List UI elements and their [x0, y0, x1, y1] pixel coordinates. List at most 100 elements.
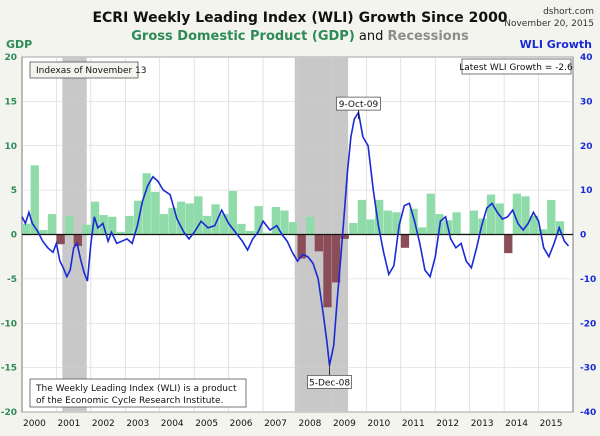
x-tick-7: 2007 [264, 419, 287, 429]
annotation-label-1: 5-Dec-08 [309, 378, 350, 388]
gdp-bar-34 [314, 234, 324, 252]
x-tick-9: 2009 [333, 419, 356, 429]
left-tick-0: 20 [4, 53, 17, 63]
index-note-box: Indexas of November 13 [29, 61, 147, 79]
x-tick-0: 2000 [23, 419, 46, 429]
gdp-bar-21 [202, 215, 212, 235]
gdp-bar-7 [82, 224, 91, 235]
left-tick-6: -10 [1, 319, 17, 329]
gdp-bar-22 [211, 204, 220, 235]
gdp-bar-60 [538, 229, 547, 235]
right-axis-label: WLI Growth [520, 38, 592, 51]
gdp-bar-53 [478, 218, 487, 235]
x-tick-13: 2013 [471, 419, 494, 429]
gdp-bar-40 [366, 219, 375, 235]
gdp-bar-54 [486, 194, 496, 235]
gdp-bar-17 [168, 207, 177, 235]
left-axis-label: GDP [6, 38, 32, 51]
chart-title: ECRI Weekly Leading Index (WLI) Growth S… [92, 10, 507, 26]
annotation-box-1 [307, 375, 352, 389]
gdp-bar-23 [220, 214, 229, 235]
x-tick-4: 2004 [161, 419, 184, 429]
gdp-bar-44 [400, 234, 410, 248]
gdp-bar-33 [306, 216, 315, 235]
x-tick-1: 2001 [57, 419, 80, 429]
x-tick-3: 2003 [126, 419, 149, 429]
gdp-bar-13 [133, 200, 143, 235]
x-tick-14: 2014 [505, 419, 528, 429]
gdp-bar-3 [47, 214, 57, 235]
subtitle-recessions: Recessions [388, 29, 469, 44]
gdp-bar-39 [357, 199, 367, 235]
gdp-bar-35 [323, 234, 332, 308]
left-tick-8: -20 [1, 408, 17, 418]
x-tick-10: 2010 [367, 419, 390, 429]
gdp-bar-59 [529, 215, 539, 235]
x-tick-5: 2005 [195, 419, 218, 429]
gdp-bar-31 [288, 222, 298, 235]
gdp-bar-1 [30, 165, 39, 235]
latest-wli-text: Latest WLI Growth = -2.6 [459, 63, 573, 73]
gdp-bar-24 [228, 191, 237, 235]
gdp-bar-5 [65, 215, 74, 235]
annotation-box-0 [336, 96, 381, 111]
gdp-bar-32 [297, 234, 306, 259]
gdp-bar-0 [22, 223, 31, 235]
x-tick-11: 2011 [402, 419, 425, 429]
gdp-bar-30 [280, 210, 289, 235]
right-tick-3: 10 [580, 186, 593, 196]
bottom-note-line2: of the Economic Cycle Research Institute… [36, 396, 223, 406]
subtitle-and: and [355, 29, 388, 44]
gdp-bar-28 [263, 232, 272, 235]
gdp-bar-15 [151, 191, 160, 235]
right-tick-labels: 40 30 20 10 0 -10 -20 -30 -40 [580, 53, 596, 418]
right-tick-4: 0 [580, 231, 586, 241]
gdp-bar-36 [331, 234, 341, 283]
chart-subtitle: Gross Domestic Product (GDP) and Recessi… [131, 29, 469, 44]
source-label: dshort.com [543, 7, 594, 17]
gdp-bar-20 [194, 196, 203, 235]
gdp-bar-42 [383, 210, 392, 235]
right-tick-1: 30 [580, 97, 593, 107]
gdp-bar-6 [73, 234, 82, 247]
latest-wli-box: Latest WLI Growth = -2.6 [459, 58, 573, 75]
bottom-note-line1: The Weekly Leading Index (WLI) is a prod… [35, 384, 237, 394]
gdp-bar-43 [392, 212, 401, 235]
gdp-bar-12 [125, 215, 134, 235]
left-tick-3: 5 [11, 186, 17, 196]
gdp-bar-2 [39, 230, 48, 235]
left-tick-labels: 20 15 10 5 0 -5 -10 -15 -20 [1, 53, 17, 418]
gdp-bar-52 [469, 210, 478, 235]
gdp-bar-14 [142, 173, 151, 235]
x-tick-labels: 2000 2001 2002 2003 2004 2005 2006 2007 2008 2009… [23, 419, 562, 429]
x-tick-6: 2006 [230, 419, 253, 429]
left-tick-4: 0 [11, 231, 17, 241]
gdp-bar-27 [254, 206, 263, 235]
gdp-bar-4 [56, 234, 65, 245]
gdp-bar-37 [340, 234, 349, 239]
right-tick-6: -20 [580, 319, 596, 329]
gdp-bar-57 [512, 193, 522, 235]
left-tick-1: 15 [4, 97, 17, 107]
right-tick-5: -10 [580, 275, 596, 285]
annotation-label-0: 9-Oct-09 [339, 100, 379, 110]
left-tick-5: -5 [7, 275, 17, 285]
gdp-bar-47 [426, 193, 435, 235]
gdp-bar-38 [349, 222, 358, 235]
index-note-text: Indexas of November 13 [36, 66, 147, 76]
gdp-bar-29 [271, 206, 280, 235]
gdp-bar-26 [245, 230, 255, 235]
gdp-bar-46 [418, 227, 427, 235]
right-tick-7: -30 [580, 364, 596, 374]
x-tick-8: 2008 [299, 419, 322, 429]
gdp-bar-16 [159, 214, 169, 235]
x-tick-15: 2015 [540, 419, 563, 429]
gdp-bar-19 [185, 203, 194, 235]
gdp-bar-25 [237, 223, 246, 235]
annotations: 9-Oct-09 5-Dec-08 [307, 96, 381, 389]
gdp-bar-55 [495, 203, 504, 235]
gdp-bar-41 [374, 199, 384, 235]
gdp-bar-61 [547, 199, 556, 235]
left-tick-2: 10 [4, 142, 17, 152]
